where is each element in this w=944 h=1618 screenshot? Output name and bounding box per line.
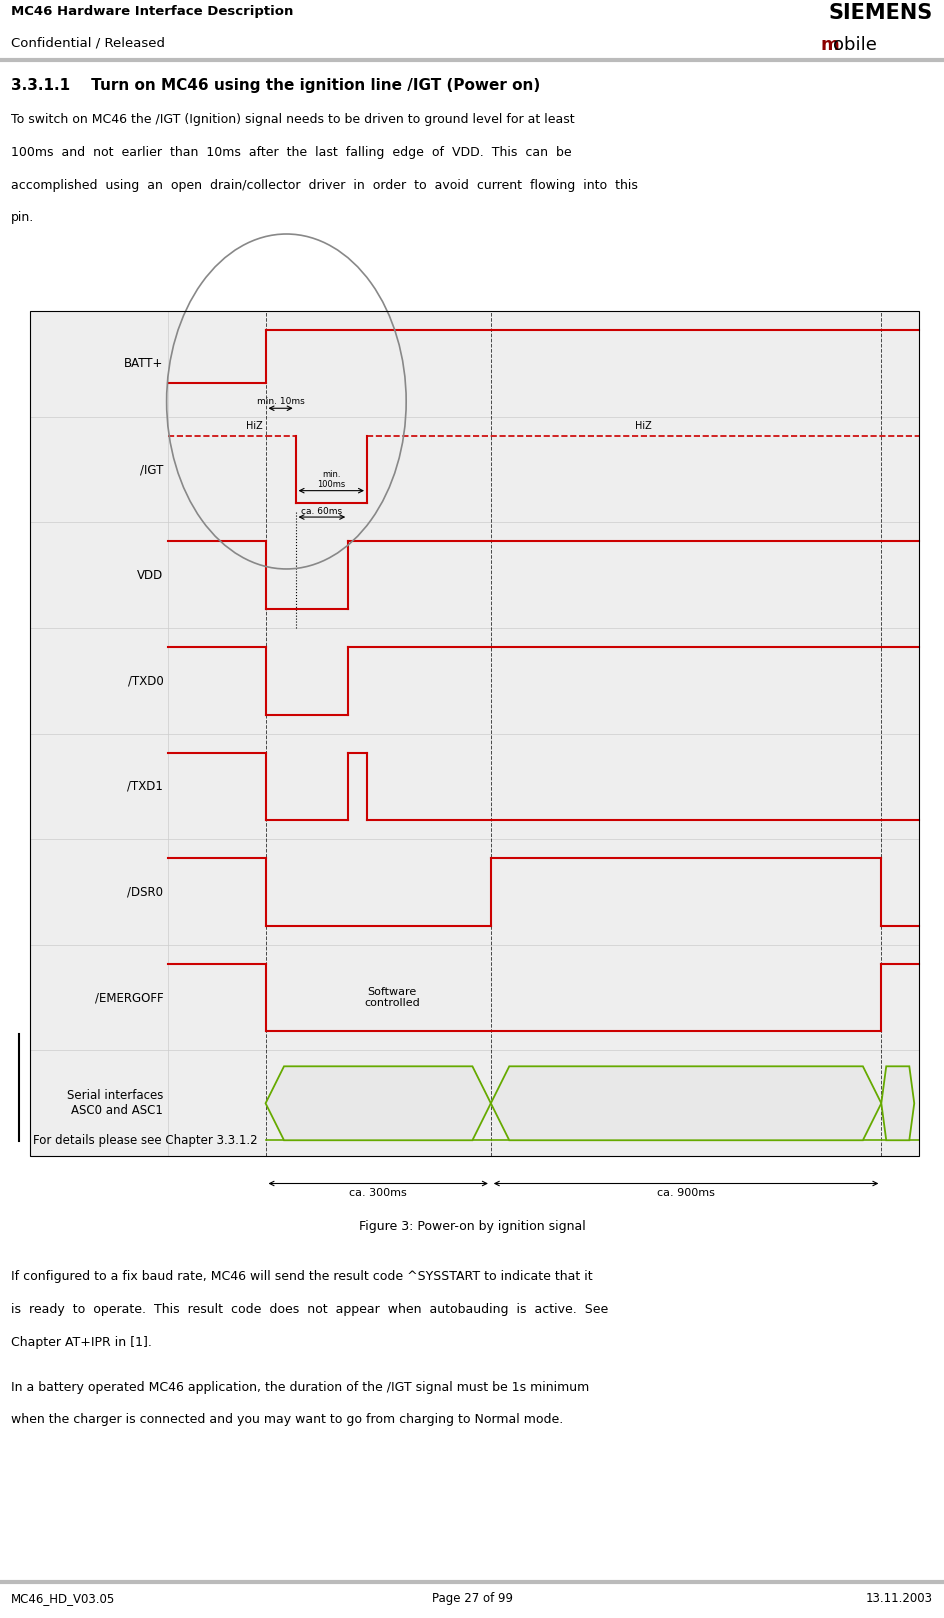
Text: m: m — [820, 36, 839, 53]
Text: HiZ: HiZ — [246, 421, 262, 430]
Text: MC46 Hardware Interface Description: MC46 Hardware Interface Description — [11, 5, 294, 18]
Text: 3.3.1.1    Turn on MC46 using the ignition line /IGT (Power on): 3.3.1.1 Turn on MC46 using the ignition … — [11, 78, 541, 94]
Text: BATT+: BATT+ — [124, 358, 163, 371]
Text: /TXD1: /TXD1 — [127, 780, 163, 793]
Text: ca. 300ms: ca. 300ms — [349, 1188, 407, 1197]
Text: /TXD0: /TXD0 — [127, 675, 163, 688]
Text: Software
controlled: Software controlled — [364, 987, 420, 1008]
Text: Serial interfaces
ASC0 and ASC1: Serial interfaces ASC0 and ASC1 — [67, 1089, 163, 1118]
Text: SIEMENS: SIEMENS — [829, 3, 933, 23]
Text: Page 27 of 99: Page 27 of 99 — [431, 1592, 513, 1605]
Text: ca. 60ms: ca. 60ms — [301, 506, 343, 516]
Text: /EMERGOFF: /EMERGOFF — [94, 992, 163, 1005]
Polygon shape — [882, 1066, 914, 1141]
Text: accomplished  using  an  open  drain/collector  driver  in  order  to  avoid  cu: accomplished using an open drain/collect… — [11, 178, 638, 191]
Text: ca. 900ms: ca. 900ms — [657, 1188, 715, 1197]
Text: 100ms  and  not  earlier  than  10ms  after  the  last  falling  edge  of  VDD. : 100ms and not earlier than 10ms after th… — [11, 146, 572, 159]
Text: pin.: pin. — [11, 212, 35, 225]
Text: Inactive: Inactive — [664, 1099, 708, 1108]
Text: MC46_HD_V03.05: MC46_HD_V03.05 — [11, 1592, 115, 1605]
Text: obile: obile — [833, 36, 876, 53]
Text: when the charger is connected and you may want to go from charging to Normal mod: when the charger is connected and you ma… — [11, 1414, 564, 1427]
Text: VDD: VDD — [137, 568, 163, 581]
Text: Undefined: Undefined — [349, 1099, 407, 1108]
Text: min. 10ms: min. 10ms — [257, 396, 305, 406]
Text: min.
100ms: min. 100ms — [317, 469, 346, 489]
Bar — [30, 311, 919, 1157]
Polygon shape — [491, 1066, 882, 1141]
Text: /DSR0: /DSR0 — [127, 885, 163, 898]
Text: If configured to a fix baud rate, MC46 will send the result code ^SYSSTART to in: If configured to a fix baud rate, MC46 w… — [11, 1270, 593, 1283]
Text: HiZ: HiZ — [634, 421, 651, 430]
Text: Figure 3: Power-on by ignition signal: Figure 3: Power-on by ignition signal — [359, 1220, 585, 1233]
Bar — [30, 311, 919, 1157]
Text: For details please see Chapter 3.3.1.2: For details please see Chapter 3.3.1.2 — [32, 1134, 257, 1147]
Text: Confidential / Released: Confidential / Released — [11, 36, 165, 49]
Text: /IGT: /IGT — [140, 463, 163, 476]
Text: Chapter AT+IPR in [1].: Chapter AT+IPR in [1]. — [11, 1336, 152, 1349]
Text: To switch on MC46 the /IGT (Ignition) signal needs to be driven to ground level : To switch on MC46 the /IGT (Ignition) si… — [11, 113, 575, 126]
Text: Active: Active — [881, 1099, 915, 1108]
Text: is  ready  to  operate.  This  result  code  does  not  appear  when  autobaudin: is ready to operate. This result code do… — [11, 1302, 609, 1315]
Text: 13.11.2003: 13.11.2003 — [866, 1592, 933, 1605]
Text: In a battery operated MC46 application, the duration of the /IGT signal must be : In a battery operated MC46 application, … — [11, 1380, 590, 1393]
Polygon shape — [265, 1066, 491, 1141]
